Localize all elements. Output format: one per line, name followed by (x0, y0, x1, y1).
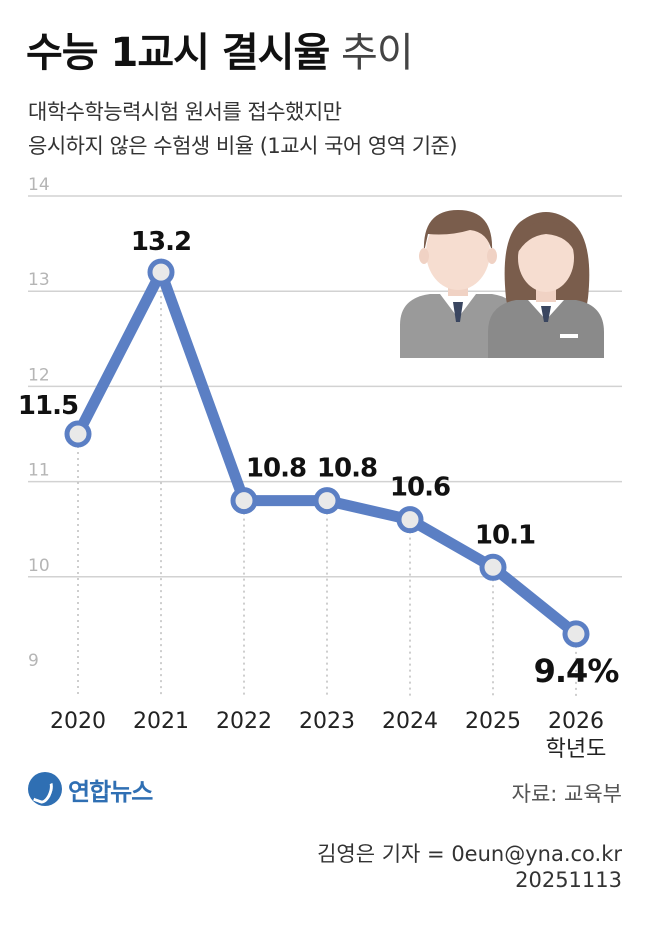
x-tick-label-2020: 2020 (50, 709, 106, 734)
y-tick-label: 13 (28, 270, 50, 290)
x-tick-label-2025: 2025 (465, 709, 521, 734)
data-point-2026 (562, 620, 590, 648)
x-tick-label-2023: 2023 (299, 709, 355, 734)
data-label-2022: 10.8 (246, 454, 306, 484)
axis-layer: 2020 2021 2022 2023 2024 2025 2026 학년도 (50, 709, 606, 762)
subtitle-line-2: 응시하지 않은 수험생 비율 (1교시 국어 영역 기준) (28, 134, 458, 158)
data-label-2023: 10.8 (317, 454, 377, 484)
source-text: 자료: 교육부 (511, 782, 622, 806)
y-tick-label: 11 (28, 461, 50, 481)
data-label-2025: 10.1 (475, 520, 535, 550)
data-point-2021 (147, 258, 175, 286)
y-tick-label: 10 (28, 556, 50, 576)
x-tick-label-2024: 2024 (382, 709, 438, 734)
data-point-2022 (230, 487, 258, 515)
date-text: 20251113 (515, 868, 622, 892)
y-tick-label: 12 (28, 365, 50, 385)
students-illustration (400, 210, 604, 358)
data-point-2020 (64, 420, 92, 448)
grid-layer: 14 13 12 11 10 9 (28, 175, 622, 698)
data-label-2026: 9.4% (534, 652, 620, 690)
title-main: 수능 1교시 결시율 (26, 30, 330, 76)
yonhap-logo-icon (28, 772, 62, 806)
data-label-2021: 13.2 (131, 227, 191, 257)
subtitle-line-1: 대학수학능력시험 원서를 접수했지만 (28, 100, 342, 124)
data-point-2024 (396, 506, 424, 534)
y-tick-label: 9 (28, 651, 39, 671)
credit-text: 김영은 기자 = 0eun@yna.co.kr (317, 842, 622, 866)
female-student-icon (488, 212, 604, 358)
x-tick-label-2021: 2021 (133, 709, 189, 734)
yonhap-logo: 연합뉴스 (28, 768, 153, 810)
series-layer (64, 258, 590, 648)
data-label-2024: 10.6 (390, 473, 450, 503)
x-tick-label-2022: 2022 (216, 709, 272, 734)
data-point-2023 (313, 487, 341, 515)
labels-layer: 11.5 13.2 10.8 10.8 10.6 10.1 9.4% (18, 227, 620, 690)
y-tick-label: 14 (28, 175, 50, 195)
logo-text: 연합뉴스 (68, 777, 153, 806)
data-point-2025 (479, 553, 507, 581)
x-axis-suffix-label: 학년도 (546, 737, 607, 762)
x-tick-label-2026: 2026 (548, 709, 604, 734)
chart-title: 수능 1교시 결시율 추이 (26, 22, 414, 84)
data-label-2020: 11.5 (18, 391, 78, 421)
title-light: 추이 (341, 30, 414, 76)
